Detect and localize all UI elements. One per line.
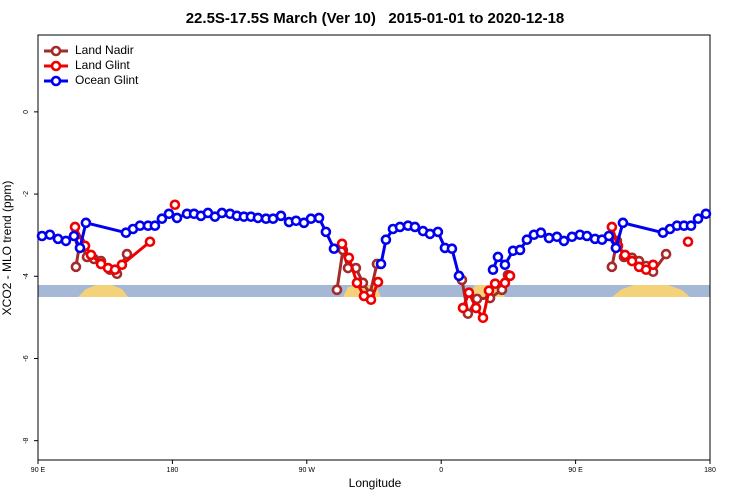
point	[477, 312, 489, 324]
point	[351, 277, 363, 289]
legend-label: Land Glint	[75, 58, 130, 72]
land-patch	[78, 285, 128, 297]
point	[343, 252, 355, 264]
y-tick-label: 0	[23, 110, 30, 114]
point	[432, 226, 444, 238]
point	[700, 208, 712, 220]
point	[171, 212, 183, 224]
point	[336, 238, 348, 250]
point	[68, 230, 80, 242]
x-tick-label: 90 E	[31, 467, 46, 474]
point	[69, 221, 81, 233]
point	[305, 213, 317, 225]
point	[380, 234, 392, 245]
legend-marker	[50, 75, 62, 87]
plot-frame	[37, 34, 711, 461]
point	[409, 221, 421, 233]
point	[558, 235, 570, 247]
y-tick-label: -4	[23, 273, 30, 279]
y-axis-label: XCO2 - MLO trend (ppm)	[0, 181, 14, 316]
point	[275, 210, 287, 222]
point	[647, 259, 659, 271]
point	[252, 212, 264, 224]
land-patch	[612, 285, 690, 297]
point	[328, 243, 340, 255]
point	[499, 277, 511, 289]
point	[116, 259, 128, 271]
point	[44, 229, 56, 241]
legend-label: Land Nadir	[75, 43, 134, 57]
point	[626, 255, 638, 267]
point	[499, 259, 511, 271]
point	[365, 294, 377, 306]
point	[463, 287, 475, 299]
point	[144, 236, 156, 248]
y-tick-label: -8	[23, 437, 30, 443]
point	[156, 213, 168, 225]
point	[331, 284, 343, 296]
point	[606, 221, 618, 233]
point	[685, 220, 697, 232]
x-tick-label: 180	[167, 467, 179, 474]
y-tick-label: -6	[23, 355, 30, 361]
x-tick-label: 90 E	[568, 467, 583, 474]
point	[521, 234, 533, 245]
point	[692, 213, 704, 225]
point	[446, 243, 458, 255]
x-axis-label: Longitude	[349, 476, 402, 490]
point	[535, 227, 547, 239]
point	[109, 264, 121, 275]
x-tick-label: 0	[439, 467, 443, 474]
legend-label: Ocean Glint	[75, 73, 139, 87]
point	[617, 217, 629, 229]
point	[487, 264, 499, 275]
point	[216, 207, 228, 219]
point	[85, 249, 97, 261]
point	[60, 235, 72, 247]
point	[660, 248, 672, 260]
point	[640, 264, 652, 275]
point	[149, 220, 161, 232]
point	[80, 217, 92, 229]
point	[74, 242, 86, 254]
point	[619, 249, 631, 261]
point	[70, 261, 82, 273]
point	[483, 285, 495, 296]
point	[470, 302, 482, 314]
chart-title: 22.5S-17.5S March (Ver 10) 2015-01-01 to…	[186, 10, 565, 27]
point	[453, 270, 465, 282]
legend-marker	[50, 60, 62, 72]
point	[492, 251, 504, 263]
legend-marker	[50, 45, 62, 57]
point	[610, 242, 622, 254]
x-tick-label: 90 W	[299, 467, 316, 474]
point	[606, 261, 618, 273]
point	[320, 226, 332, 238]
point	[163, 208, 175, 220]
point	[603, 230, 615, 242]
point	[457, 302, 469, 314]
point	[514, 244, 526, 256]
point	[489, 278, 501, 289]
point	[169, 199, 181, 211]
point	[682, 236, 694, 248]
point	[375, 258, 387, 270]
point	[313, 212, 325, 224]
x-tick-label: 180	[704, 467, 716, 474]
y-tick-label: -2	[23, 191, 30, 197]
point	[121, 248, 133, 260]
point	[372, 276, 384, 288]
point	[504, 270, 516, 282]
point	[394, 221, 406, 233]
